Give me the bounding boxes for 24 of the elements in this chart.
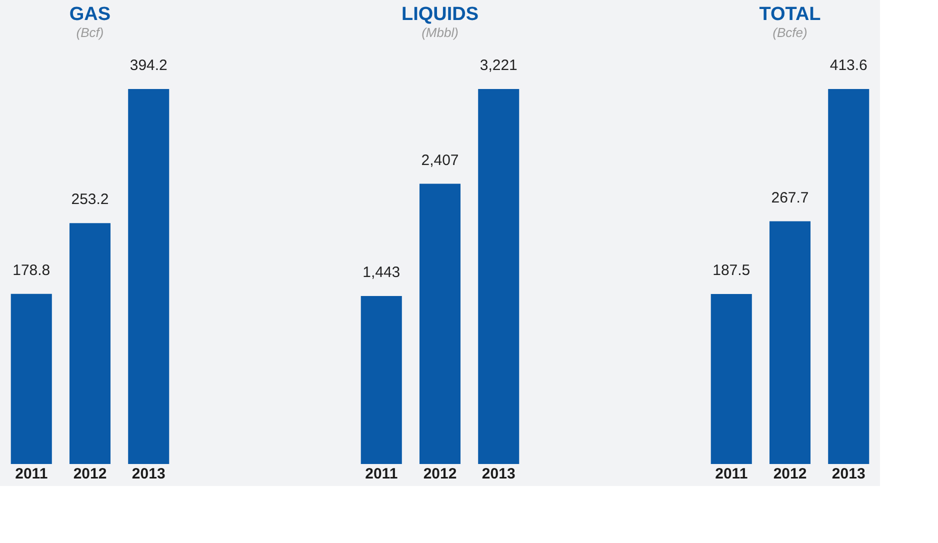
data-label: 253.2 <box>71 191 109 208</box>
x-tick-label: 2011 <box>715 466 748 482</box>
data-label: 413.6 <box>830 57 868 74</box>
x-tick-label: 2012 <box>73 466 107 482</box>
data-label: 2,407 <box>421 152 459 169</box>
x-tick-label: 2012 <box>773 466 807 482</box>
x-tick-label: 2011 <box>15 466 48 482</box>
data-label: 1,443 <box>362 264 400 281</box>
chart-title: GAS <box>69 4 111 25</box>
data-label: 187.5 <box>712 262 750 279</box>
chart-title: LIQUIDS <box>401 4 479 25</box>
chart-title: TOTAL <box>759 4 822 25</box>
chart-subtitle: (Bcfe) <box>772 25 808 40</box>
data-label: 3,221 <box>480 57 518 74</box>
x-tick-label: 2013 <box>482 466 516 482</box>
x-tick-label: 2013 <box>132 466 166 482</box>
data-label: 394.2 <box>130 57 168 74</box>
chart-subtitle: (Bcf) <box>76 25 104 40</box>
x-tick-label: 2013 <box>832 466 866 482</box>
chart-subtitle: (Mbbl) <box>422 25 458 40</box>
x-tick-label: 2012 <box>423 466 457 482</box>
x-tick-label: 2011 <box>365 466 398 482</box>
data-label: 178.8 <box>12 262 50 279</box>
data-label: 267.7 <box>771 189 809 206</box>
